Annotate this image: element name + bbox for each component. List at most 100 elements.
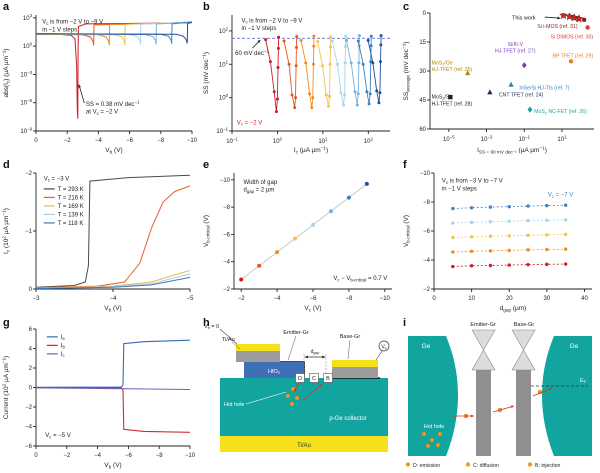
series-data <box>239 181 369 282</box>
series-CNT-TFET <box>487 89 493 95</box>
base-dirac-cone-lower <box>511 349 536 371</box>
vb-terminal-symbol <box>378 340 390 352</box>
hot-hole-pointer <box>245 391 287 405</box>
svg-text:10−1: 10−1 <box>518 134 530 143</box>
series-Vc-9 <box>36 21 192 44</box>
bottom-ti-au-contact <box>220 436 388 452</box>
svg-text:Vc − Vb-critical = 0.7 V: Vc − Vb-critical = 0.7 V <box>333 276 387 282</box>
svg-text:−4: −4 <box>223 260 231 266</box>
emitter-dirac-cone-upper <box>471 329 496 351</box>
emitter-dirac-cone-lower <box>471 349 496 371</box>
svg-text:−4: −4 <box>274 296 282 302</box>
panel-e: e −2 −4 −6 −8 −10 −2 −4 −6 −8 −10 Vc (V) Vb-critica… <box>200 158 400 316</box>
panel-label-g: g <box>3 317 10 329</box>
series-Vc-7 <box>344 34 361 107</box>
svg-text:−5: −5 <box>187 296 195 302</box>
svg-text:CNT TFET (ref. 24): CNT TFET (ref. 24) <box>499 92 544 98</box>
series-Si-i-MOS <box>581 17 587 22</box>
svg-text:10−1: 10−1 <box>226 136 238 145</box>
svg-text:30: 30 <box>544 296 551 302</box>
svg-text:−8: −8 <box>345 296 353 302</box>
hfo2-label: HfO2 <box>268 369 280 375</box>
panel-label-c: c <box>403 1 410 13</box>
svg-text:10: 10 <box>468 296 475 302</box>
svg-text:10−5: 10−5 <box>443 134 455 143</box>
legend-emission-label: D: emission <box>413 463 440 469</box>
svg-text:−6: −6 <box>25 444 33 450</box>
svg-text:−2: −2 <box>63 453 71 459</box>
legend-dot-emission <box>405 462 411 467</box>
svg-text:dgap (µm): dgap (µm) <box>500 305 527 312</box>
panel-a: a 0 −2 −4 −6 −8 −10 103 100 10−3 10−6 10−9 Vb (V) ab… <box>0 0 200 158</box>
svg-text:10−3: 10−3 <box>20 70 32 79</box>
series-T-293-K <box>36 174 190 288</box>
emission-point-box <box>295 373 305 383</box>
svg-text:−2: −2 <box>223 287 231 293</box>
p-ge-collector-region <box>220 378 388 436</box>
svg-text:4: 4 <box>29 347 33 353</box>
svg-text:Si i-MOS (ref. 31): Si i-MOS (ref. 31) <box>537 24 578 30</box>
svg-text:T = 293 K: T = 293 K <box>58 187 84 193</box>
svg-text:Vb-critical (V): Vb-critical (V) <box>403 215 410 247</box>
svg-text:−10: −10 <box>380 296 391 302</box>
svg-text:Si/III-VHJ-TFET (ref. 27): Si/III-V HJ-TFET (ref. 27) <box>495 42 536 55</box>
svg-text:−4: −4 <box>25 425 33 431</box>
svg-text:Vc is from −2 V to −9 Vin −1 V: Vc is from −2 V to −9 Vin −1 V steps <box>42 19 103 33</box>
svg-text:10−9: 10−9 <box>20 126 32 135</box>
series-Si-III-V-HJ-TFET <box>521 62 527 69</box>
series-This-work <box>559 13 584 23</box>
hot-hole-label: Hot hole <box>224 402 245 408</box>
series-Vc-8 <box>356 34 373 106</box>
svg-text:0: 0 <box>34 138 38 144</box>
tiau-top-label: Ti/Au <box>222 337 235 343</box>
panel-i: i Ge Ge Emitter-Gr Base-Gr EF Hot hole D: e <box>400 316 600 473</box>
svg-text:−2: −2 <box>238 296 246 302</box>
svg-text:−6: −6 <box>310 296 318 302</box>
series-MoS2-Si-HJ-TFET <box>448 94 453 100</box>
series-Vc-5 <box>316 35 333 108</box>
svg-text:Vb (V): Vb (V) <box>104 462 121 469</box>
svg-text:InSe/Si HJ-TIs (ref. 7): InSe/Si HJ-TIs (ref. 7) <box>519 85 569 91</box>
base-barrier <box>516 368 531 456</box>
series-Vc-5 <box>451 232 568 240</box>
chart-terminal-currents: 0 −2 −4 −6 −8 −10 −6 −4 −2 0 2 4 6 Vb (V) Current (102… <box>2 327 196 469</box>
svg-text:60 mV dec−1: 60 mV dec−1 <box>235 49 269 57</box>
svg-text:15: 15 <box>419 40 426 46</box>
svg-text:T = 169 K: T = 169 K <box>58 204 84 210</box>
base-gr-pointer <box>347 339 351 360</box>
panel-h: h <box>200 316 400 473</box>
svg-text:−8: −8 <box>223 205 231 211</box>
emitter-gr-band-label: Emitter-Gr <box>470 322 496 328</box>
hot-hole-annotations <box>285 382 323 407</box>
ge-left-label: Ge <box>422 343 431 350</box>
svg-text:MoS2 NC-FET (ref. 26): MoS2 NC-FET (ref. 26) <box>534 109 587 115</box>
svg-text:20: 20 <box>506 296 513 302</box>
dgap-label: dgap <box>311 349 320 355</box>
svg-text:103: 103 <box>23 13 33 22</box>
emitter-gr-label: Emitter-Gr <box>283 330 309 336</box>
svg-text:Vc = −2 V: Vc = −2 V <box>237 120 263 126</box>
series-Si-DIMOS <box>585 25 590 30</box>
panel-label-b: b <box>203 1 210 13</box>
svg-text:−2: −2 <box>25 405 33 411</box>
svg-text:Ic: Ic <box>61 352 66 358</box>
panel-d: d −3 −4 −5 0 −1 −2 Vb (V) Ic (102 µA µm−1) Vc = … <box>0 158 200 316</box>
series-Vc-9 <box>366 34 383 105</box>
tiau-pointer-line <box>231 341 241 350</box>
svg-text:101: 101 <box>318 136 328 145</box>
vb-label: Vb <box>381 345 386 351</box>
series-Vc-4 <box>299 34 316 110</box>
svg-text:−1: −1 <box>25 229 33 235</box>
series-Vc-7 <box>451 203 568 211</box>
device-schematic: Ve = 0 Ti/Au Emitter-Gr Base-Gr Vb dgap HfO2 D C… <box>204 324 390 452</box>
emitter-gr-pointer <box>287 335 297 361</box>
fermi-level-label: EF <box>580 378 587 384</box>
series-fit <box>240 183 368 280</box>
chart-temperature-curves: −3 −4 −5 0 −1 −2 Vb (V) Ic (102 µA µm−1) Vc = −3… <box>2 171 195 312</box>
svg-text:ISS = 60 mV dec⁻¹ (µA µm−1): ISS = 60 mV dec⁻¹ (µA µm−1) <box>477 146 547 155</box>
svg-text:abs(Ic) (µA µm−1): abs(Ic) (µA µm−1) <box>2 48 11 97</box>
hfo2-layer <box>244 362 304 378</box>
ge-band-right <box>542 336 592 456</box>
